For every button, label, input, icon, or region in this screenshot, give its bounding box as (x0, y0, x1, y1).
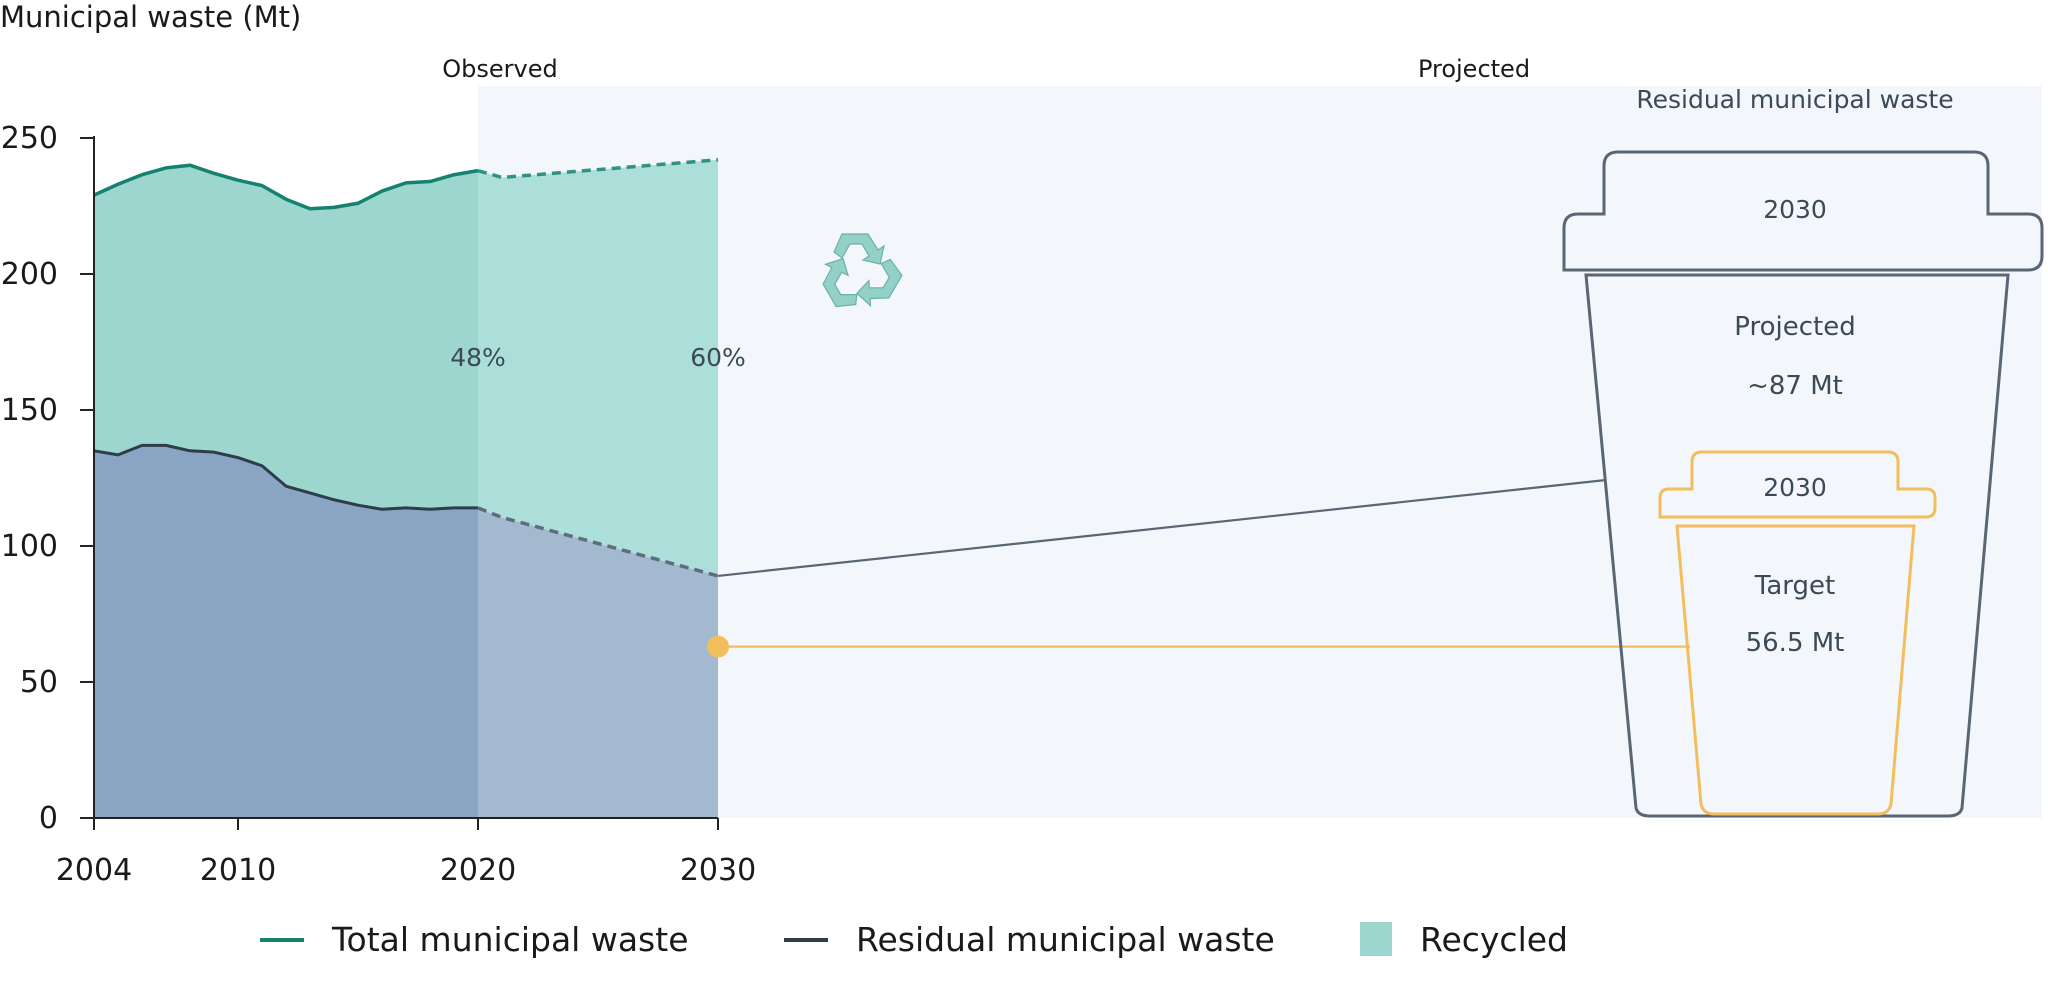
residual-waste-line (93, 443, 478, 511)
recycled-area-observed (94, 165, 478, 510)
target-bin-lid (1658, 450, 1937, 519)
recycled-share-2030: 60% (690, 343, 746, 372)
x-tick-label-2004: 2004 (56, 853, 132, 888)
recycle-arrow-shape-2 (856, 258, 903, 308)
projected-bin-body (1584, 273, 2010, 818)
legend-label-recycled: Recycled (1420, 920, 1568, 959)
legend-label-residual: Residual municipal waste (856, 920, 1275, 959)
y-axis-title: Municipal waste (Mt) (0, 0, 301, 34)
y-tick-label-100: 100 (1, 529, 58, 564)
projected-label: Projected (1418, 55, 1530, 83)
y-tick-label-150: 150 (1, 393, 58, 428)
recycle-icon (822, 233, 903, 308)
x-tick-label-2030: 2030 (680, 853, 756, 888)
recycle-arrow-shape-1 (833, 233, 885, 265)
recycled-share-2020: 48% (450, 343, 506, 372)
legend-label-total: Total municipal waste (331, 920, 689, 959)
projected-connector-line (717, 478, 1607, 578)
projected-bin-label: Projected (1734, 312, 1855, 342)
target-bin-label: Target (1754, 571, 1835, 601)
projected-bin-value: ~87 Mt (1747, 371, 1843, 401)
target-bin-body (1675, 524, 1916, 816)
residual-waste-projected-line (477, 506, 719, 578)
recycle-arrow-1 (833, 233, 885, 265)
projected-bin-year: 2030 (1763, 195, 1827, 224)
y-tick-label-200: 200 (1, 257, 58, 292)
y-tick-label-0: 0 (39, 801, 58, 836)
target-bin-year: 2030 (1763, 473, 1827, 502)
total-waste-line (93, 163, 479, 211)
observed-label: Observed (442, 55, 557, 83)
y-tick-label-50: 50 (20, 665, 58, 700)
recycle-arrow-shape-3 (822, 257, 858, 308)
target-point (707, 635, 729, 658)
projected-bin-lid (1562, 150, 2044, 272)
side-panel-title: Residual municipal waste (1636, 85, 1953, 114)
y-tick-label-250: 250 (1, 121, 58, 156)
recycle-arrow-3 (822, 257, 858, 308)
target-bin-value: 56.5 Mt (1746, 628, 1845, 658)
x-tick-label-2020: 2020 (440, 853, 516, 888)
legend-swatch-recycled (1360, 922, 1392, 956)
total-waste-projected-line (477, 158, 719, 180)
residual-area-observed (94, 445, 478, 818)
recycled-area-projected (478, 159, 718, 576)
x-tick-label-2010: 2010 (200, 853, 276, 888)
recycle-arrow-2 (856, 258, 903, 308)
residual-area-projected (478, 507, 718, 818)
